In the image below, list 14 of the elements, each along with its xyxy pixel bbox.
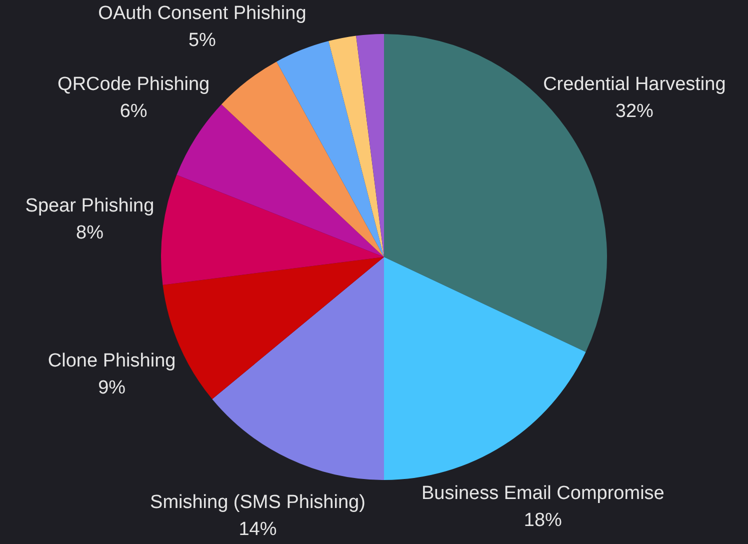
slice-label: Smishing (SMS Phishing)	[150, 492, 366, 514]
slice-label: Spear Phishing	[25, 196, 154, 217]
slice-label: Credential Harvesting	[543, 74, 726, 95]
slice-label: OAuth Consent Phishing	[98, 3, 306, 24]
data-label: 14%	[238, 519, 277, 540]
slice-label: QRCode Phishing	[58, 74, 210, 95]
data-label: 9%	[98, 378, 126, 399]
slice-label: Business Email Compromise	[421, 483, 664, 504]
data-label: 32%	[615, 100, 654, 122]
data-label: 18%	[524, 510, 562, 532]
data-label: 5%	[188, 30, 216, 52]
data-label: 6%	[120, 100, 148, 122]
data-label: 8%	[76, 222, 104, 244]
slice-label: Clone Phishing	[48, 350, 176, 372]
